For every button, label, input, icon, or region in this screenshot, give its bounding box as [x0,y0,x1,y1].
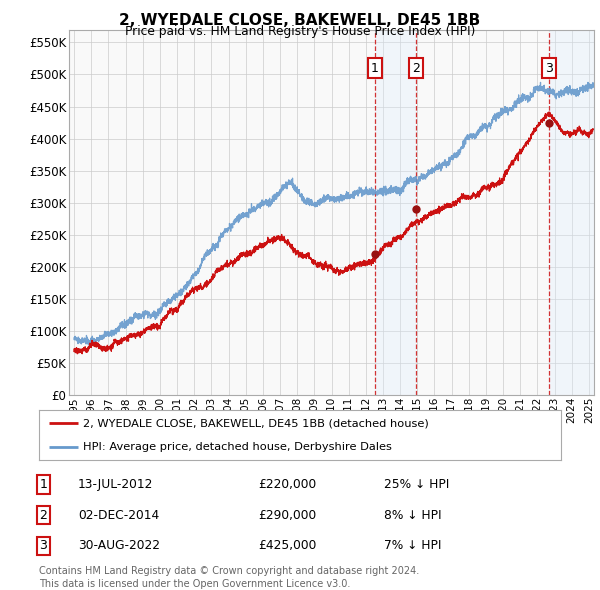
Text: £425,000: £425,000 [258,539,316,552]
Bar [375,30,416,395]
Text: 3: 3 [545,61,553,74]
Text: 2: 2 [39,509,47,522]
Text: £290,000: £290,000 [258,509,316,522]
Text: 7% ↓ HPI: 7% ↓ HPI [384,539,442,552]
Text: 30-AUG-2022: 30-AUG-2022 [78,539,160,552]
Text: 13-JUL-2012: 13-JUL-2012 [78,478,154,491]
Text: 2, WYEDALE CLOSE, BAKEWELL, DE45 1BB (detached house): 2, WYEDALE CLOSE, BAKEWELL, DE45 1BB (de… [83,418,429,428]
Text: 1: 1 [39,478,47,491]
Text: 8% ↓ HPI: 8% ↓ HPI [384,509,442,522]
Text: £220,000: £220,000 [258,478,316,491]
Text: 02-DEC-2014: 02-DEC-2014 [78,509,159,522]
Text: Price paid vs. HM Land Registry's House Price Index (HPI): Price paid vs. HM Land Registry's House … [125,25,475,38]
Text: 3: 3 [39,539,47,552]
Text: Contains HM Land Registry data © Crown copyright and database right 2024.: Contains HM Land Registry data © Crown c… [39,566,419,576]
Bar [549,30,594,395]
Text: 2, WYEDALE CLOSE, BAKEWELL, DE45 1BB: 2, WYEDALE CLOSE, BAKEWELL, DE45 1BB [119,13,481,28]
Text: This data is licensed under the Open Government Licence v3.0.: This data is licensed under the Open Gov… [39,579,350,589]
Text: 25% ↓ HPI: 25% ↓ HPI [384,478,449,491]
Text: 1: 1 [371,61,379,74]
Text: HPI: Average price, detached house, Derbyshire Dales: HPI: Average price, detached house, Derb… [83,442,392,452]
Text: 2: 2 [412,61,420,74]
